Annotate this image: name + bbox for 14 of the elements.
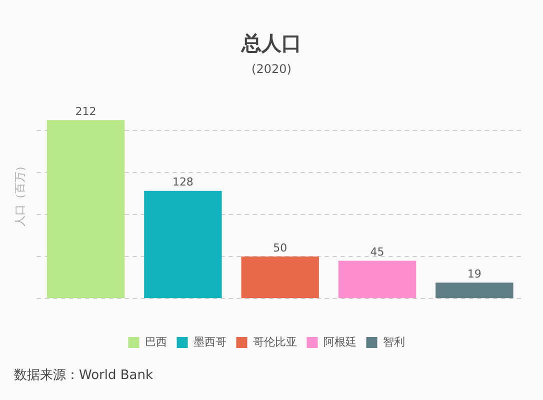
legend-label: 墨西哥 — [193, 335, 226, 348]
legend-label: 哥伦比亚 — [252, 335, 297, 348]
legend-label: 巴西 — [144, 335, 167, 348]
data-label: 128 — [172, 176, 194, 189]
legend-label: 智利 — [382, 335, 405, 348]
source-note: 数据来源：World Bank — [14, 367, 154, 384]
data-label: 50 — [273, 241, 288, 254]
y-axis-title: 人口（百万） — [14, 160, 27, 226]
chart-subtitle: (2020) — [250, 62, 292, 76]
data-label: 45 — [370, 246, 384, 259]
data-label: 212 — [75, 105, 96, 118]
chart-title: 总人口 — [240, 30, 302, 57]
legend-label: 阿根廷 — [323, 335, 356, 348]
data-label: 19 — [467, 267, 482, 280]
